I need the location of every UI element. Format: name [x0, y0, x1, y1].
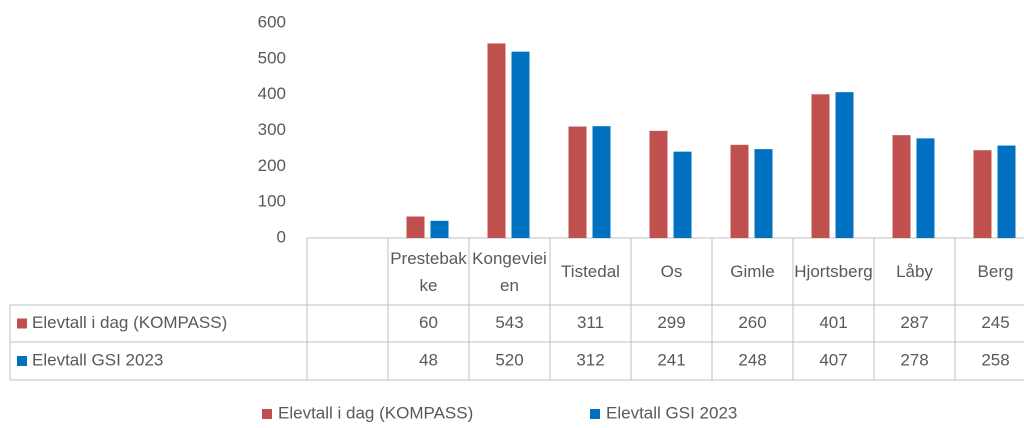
- bar: [754, 149, 773, 238]
- table-value: 245: [981, 313, 1009, 332]
- y-tick-label: 600: [258, 12, 286, 31]
- y-tick-label: 100: [258, 192, 286, 211]
- bar: [568, 126, 587, 238]
- bar: [997, 145, 1016, 238]
- y-tick-label: 400: [258, 84, 286, 103]
- legend-swatch: [17, 356, 27, 366]
- bar: [892, 135, 911, 238]
- legend-swatch: [17, 318, 27, 329]
- y-tick-label: 500: [258, 48, 286, 67]
- table-value: 299: [657, 313, 685, 332]
- y-tick-label: 0: [277, 227, 286, 246]
- category-cell: Hjortsberg: [794, 262, 873, 281]
- table-value: 278: [900, 350, 928, 369]
- table-value: 60: [419, 313, 438, 332]
- x-tick-label: Gimle: [730, 262, 775, 281]
- bar: [649, 130, 668, 238]
- table-value: 401: [819, 313, 847, 332]
- x-tick-label: Kongevieien: [472, 248, 547, 295]
- category-cell: Os: [660, 262, 683, 281]
- bar: [673, 151, 692, 238]
- category-cell: Tistedal: [561, 262, 620, 281]
- category-cell: Låby: [896, 262, 933, 281]
- bar: [487, 43, 506, 238]
- table-value: 407: [819, 350, 847, 369]
- x-tick-label: Tistedal: [561, 262, 620, 281]
- table-value: 48: [419, 350, 438, 369]
- category-cell: Prestebakke: [390, 248, 467, 295]
- table-series-name: Elevtall i dag (KOMPASS): [32, 313, 227, 332]
- x-tick-label: Berg: [977, 262, 1014, 281]
- bar: [406, 216, 425, 238]
- bar: [916, 138, 935, 238]
- legend-swatch: [262, 409, 272, 419]
- bar: [592, 126, 611, 238]
- legend-label: Elevtall GSI 2023: [606, 403, 737, 422]
- y-tick-label: 200: [258, 156, 286, 175]
- legend-label: Elevtall i dag (KOMPASS): [278, 403, 473, 422]
- category-cell: Kongevieien: [472, 248, 547, 295]
- table-value: 241: [657, 350, 685, 369]
- legend-swatch: [590, 409, 600, 419]
- bar: [811, 94, 830, 238]
- table-value: 312: [576, 350, 604, 369]
- table-value: 287: [900, 313, 928, 332]
- table-value: 311: [577, 313, 604, 332]
- table-value: 260: [738, 313, 766, 332]
- x-tick-label: Hjortsberg: [794, 262, 873, 281]
- y-tick-label: 300: [258, 120, 286, 139]
- table-value: 520: [495, 350, 523, 369]
- x-tick-label: Os: [660, 262, 683, 281]
- table-value: 248: [738, 350, 766, 369]
- bar: [430, 220, 449, 238]
- x-tick-label: Prestebakke: [390, 248, 467, 295]
- category-cell: Gimle: [730, 262, 775, 281]
- bar: [835, 92, 854, 239]
- x-tick-label: Låby: [896, 262, 933, 281]
- table-value: 543: [495, 313, 523, 332]
- table-series-name: Elevtall GSI 2023: [32, 350, 163, 369]
- bar: [973, 150, 992, 238]
- bar: [730, 144, 749, 238]
- category-cell: Berg: [977, 262, 1014, 281]
- bar: [511, 51, 530, 238]
- table-value: 258: [981, 350, 1009, 369]
